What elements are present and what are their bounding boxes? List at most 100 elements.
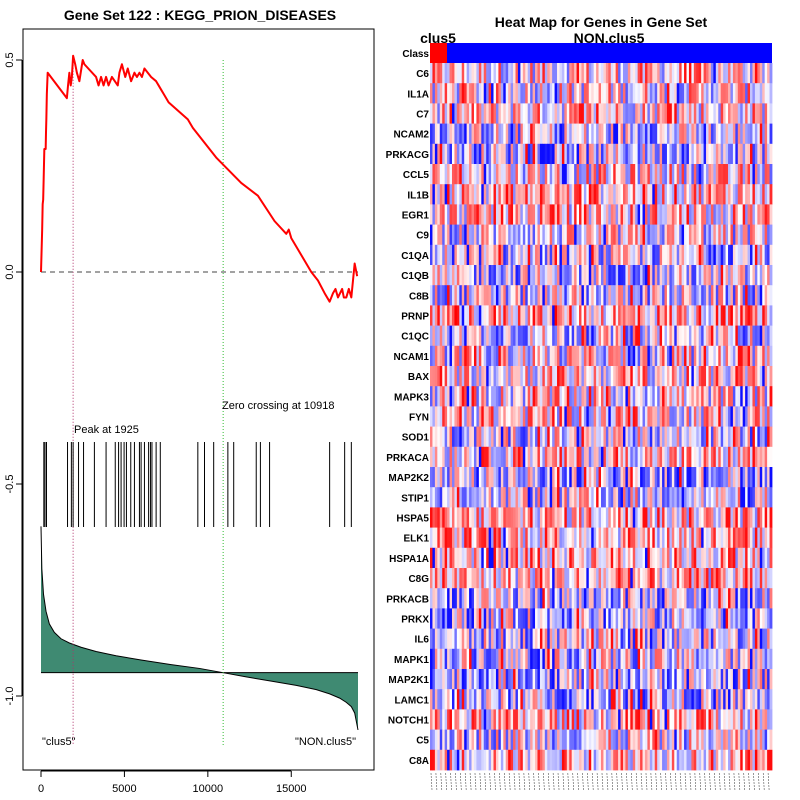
heatmap-cell (510, 123, 514, 145)
heatmap-cell (554, 386, 558, 407)
heatmap-cell (622, 426, 626, 448)
heatmap-cell (539, 184, 543, 205)
heatmap-cell (747, 527, 751, 549)
heatmap-cell (522, 689, 526, 710)
heatmap-cell (593, 547, 597, 569)
heatmap-cell (615, 406, 619, 427)
heatmap-cell (464, 325, 468, 347)
heatmap-cell (449, 325, 453, 347)
heatmap-cell (701, 224, 704, 246)
heatmap-cell (715, 426, 719, 448)
heatmap-cell (710, 426, 714, 448)
heatmap-cell (679, 366, 683, 387)
heatmap-cell (437, 709, 441, 730)
heatmap-cell (564, 547, 568, 569)
heatmap-cell (657, 547, 661, 569)
heatmap-cell (449, 608, 453, 629)
enrichment-plot-area (40, 54, 359, 745)
heatmap-cell (581, 648, 585, 670)
heatmap-cell (688, 345, 692, 367)
heatmap-cell (750, 123, 753, 145)
heatmap-cell (750, 143, 753, 165)
heatmap-cell (627, 446, 631, 468)
heatmap-cell (488, 608, 492, 629)
heatmap-cell (542, 588, 546, 609)
heatmap-cell (530, 204, 533, 225)
heatmap-cell (630, 143, 634, 165)
heatmap-cell (622, 164, 626, 185)
heatmap-cell (493, 729, 497, 751)
heatmap-cell (681, 467, 685, 488)
heatmap-cell (757, 143, 761, 165)
heatmap-cell (549, 224, 553, 246)
heatmap-cell (632, 709, 636, 730)
heatmap-cell (451, 729, 455, 751)
heatmap-cell (547, 628, 551, 650)
heatmap-cell (622, 709, 626, 730)
heatmap-cell (571, 244, 575, 266)
heatmap-cell (723, 487, 726, 508)
heatmap-cell (715, 366, 719, 387)
heatmap-cell (535, 426, 538, 448)
heatmap-cell (539, 709, 543, 730)
heatmap-cell (718, 386, 722, 407)
heatmap-cell (642, 446, 646, 468)
heatmap-cell (713, 285, 717, 306)
heatmap-cell (571, 446, 575, 468)
heatmap-cell (527, 689, 531, 710)
heatmap-cell (635, 184, 639, 205)
heatmap-cell (750, 305, 753, 326)
heatmap-cell (530, 547, 533, 569)
heatmap-cell (754, 648, 758, 670)
heatmap-cell (554, 224, 558, 246)
heatmap-cell (666, 426, 670, 448)
heatmap-cell (557, 265, 560, 286)
heatmap-cell (461, 487, 465, 508)
heatmap-cell (664, 426, 668, 448)
heatmap-cell (630, 184, 634, 205)
heatmap-cell (735, 588, 739, 609)
heatmap-cell (576, 547, 580, 569)
heatmap-cell (710, 628, 714, 650)
heatmap-cell (627, 164, 631, 185)
heatmap-cell (647, 588, 651, 609)
heatmap-cell (681, 204, 685, 225)
heatmap-cell (442, 669, 446, 690)
heatmap-cell (715, 265, 719, 286)
heatmap-cell (444, 568, 448, 589)
heatmap-cell (491, 648, 494, 670)
heatmap-cell (647, 265, 651, 286)
heatmap-cell (549, 588, 553, 609)
heatmap-cell (613, 143, 617, 165)
heatmap-cell (454, 709, 458, 730)
heatmap-cell (608, 123, 612, 145)
heatmap-cell (759, 305, 763, 326)
heatmap-cell (554, 406, 558, 427)
heatmap-cell (486, 568, 490, 589)
heatmap-cell (517, 648, 521, 670)
heatmap-cell (613, 366, 617, 387)
heatmap-cell (515, 204, 519, 225)
heatmap-cell (557, 345, 560, 367)
heatmap-cell (583, 285, 587, 306)
heatmap-cell (764, 547, 768, 569)
heatmap-cell (557, 467, 560, 488)
heatmap-cell (613, 345, 617, 367)
heatmap-cell (725, 285, 729, 306)
heatmap-cell (432, 345, 436, 367)
heatmap-cell (696, 628, 700, 650)
heatmap-cell (539, 123, 543, 145)
heatmap-cell (654, 648, 658, 670)
heatmap-cell (669, 689, 673, 710)
heatmap-cell (532, 305, 536, 326)
heatmap-cell (759, 608, 763, 629)
heatmap-cell (679, 628, 683, 650)
heatmap-cell (657, 568, 661, 589)
heatmap-cell (640, 648, 643, 670)
heatmap-cell (593, 507, 597, 528)
heatmap-cell (495, 63, 499, 84)
heatmap-cell (473, 184, 477, 205)
heatmap-cell (762, 608, 766, 629)
heatmap-cell (544, 265, 548, 286)
heatmap-cell (618, 648, 621, 670)
